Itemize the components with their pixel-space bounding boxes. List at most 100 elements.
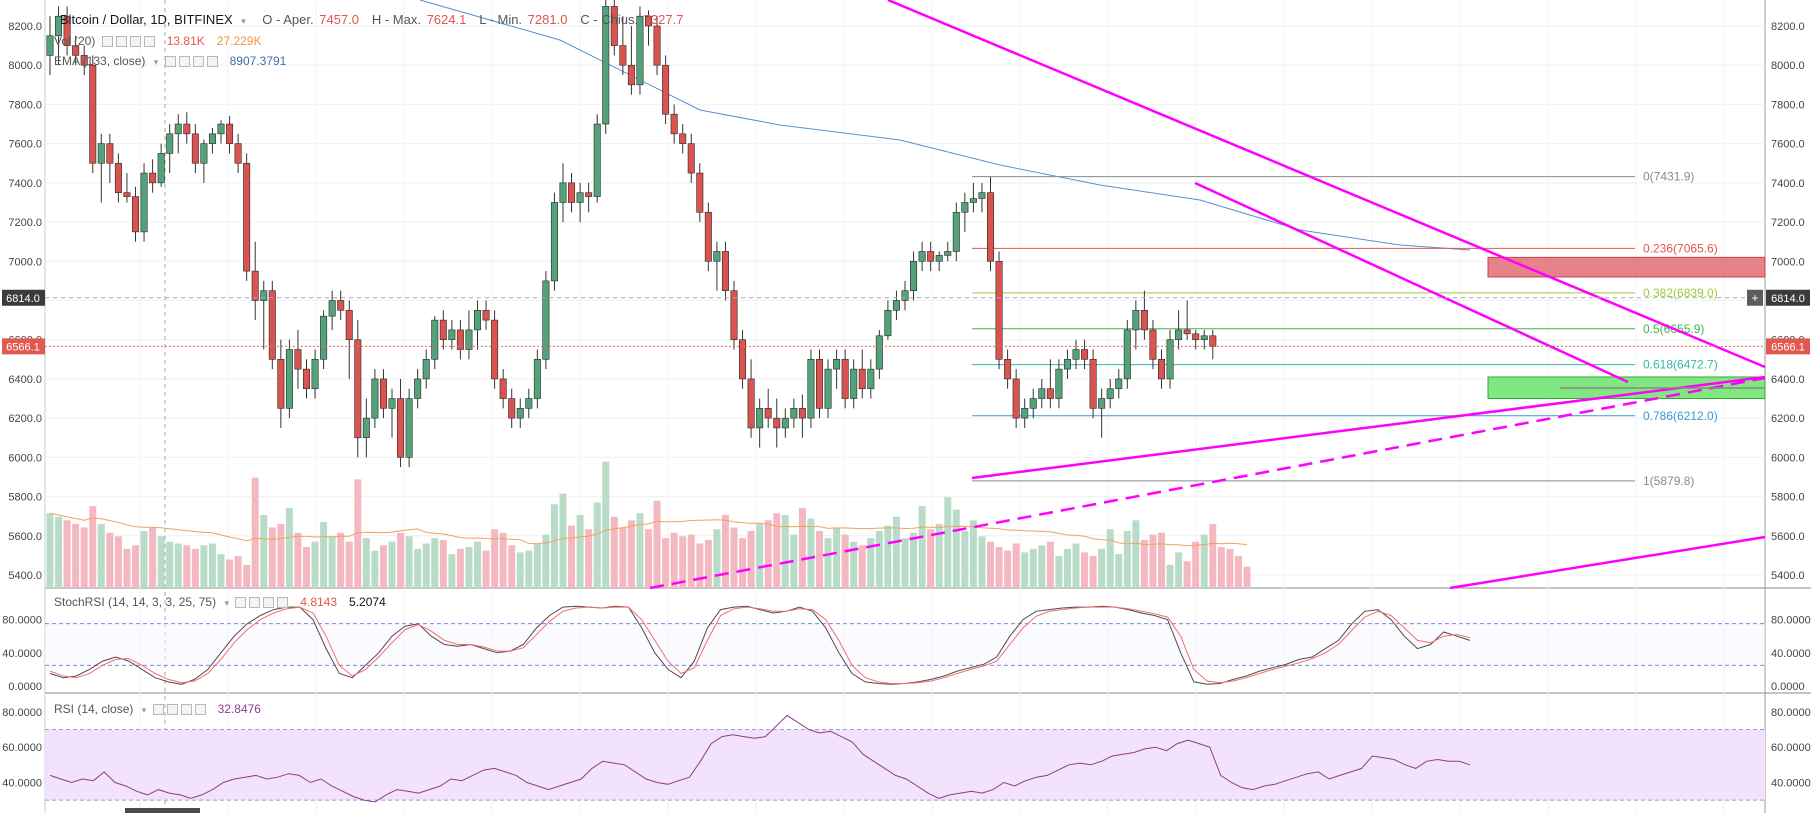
volume-bar (499, 532, 507, 588)
close-icon[interactable] (194, 704, 206, 716)
last-price-badge-text: 6566.1 (1771, 341, 1805, 353)
candle-body (362, 417, 370, 439)
candle-body (183, 123, 191, 135)
volume-bar (320, 522, 328, 588)
last-price-badge-left-text: 6566.1 (6, 341, 40, 353)
volume-bar (431, 538, 439, 588)
volume-bar (850, 541, 858, 588)
rsi-tick-right: 40.0000 (1771, 778, 1811, 790)
volume-bar (833, 527, 841, 588)
stoch-tick-right: 0.0000 (1771, 681, 1805, 693)
candle-body (491, 319, 499, 380)
volume-bar (1209, 523, 1217, 588)
volume-bar (149, 527, 157, 588)
chevron-down-icon[interactable]: ▾ (141, 705, 147, 715)
chevron-down-icon[interactable]: ▾ (153, 57, 159, 67)
volume-bar (987, 541, 994, 588)
candle-body (123, 192, 131, 197)
volume-bar (191, 548, 199, 588)
low-value: 7281.0 (527, 12, 568, 27)
candle-body (1166, 339, 1174, 380)
settings-icon[interactable] (115, 36, 127, 48)
volume-bar (1029, 548, 1037, 588)
candle-body (243, 162, 251, 272)
close-icon[interactable] (206, 56, 218, 68)
stochrsi-label[interactable]: StochRSI (14, 14, 3, 3, 25, 75) (54, 595, 217, 609)
candle-body (636, 15, 644, 86)
candle-body (234, 143, 242, 164)
candle-body (55, 15, 63, 37)
candle-body (602, 6, 610, 125)
volume-bar (1132, 520, 1140, 588)
eye-icon[interactable] (235, 597, 247, 609)
chevron-down-icon[interactable]: ▾ (224, 598, 229, 608)
add-icon[interactable] (180, 704, 192, 716)
high-value: 7624.1 (426, 12, 467, 27)
candle-body (756, 408, 764, 429)
volume-bar (645, 529, 652, 588)
volume-bar (747, 531, 755, 588)
candle-body (217, 123, 225, 135)
settings-icon[interactable] (249, 597, 261, 609)
add-icon[interactable] (192, 56, 204, 68)
candle-body (858, 368, 866, 390)
add-icon[interactable] (263, 597, 275, 609)
volume-bar (1243, 566, 1251, 588)
support-trend-line (971, 375, 1766, 480)
candle-body (747, 378, 755, 429)
chevron-down-icon[interactable]: ▾ (241, 16, 246, 26)
close-icon[interactable] (143, 36, 155, 48)
candle-body (644, 15, 652, 27)
volume-bar (687, 534, 695, 588)
volume-bar (1123, 531, 1131, 588)
candle-body (670, 113, 678, 135)
rsi-label[interactable]: RSI (14, close) (54, 702, 134, 716)
volume-bar (807, 518, 815, 588)
volume-bar (72, 523, 80, 588)
volume-bar (1200, 534, 1208, 588)
candle-body (89, 64, 97, 164)
volume-label[interactable]: Vol (20) (54, 34, 96, 48)
candle-body (448, 329, 456, 341)
candle-body (713, 251, 721, 262)
symbol-title[interactable]: Bitcoin / Dollar, 1D, BITFINEX (60, 12, 233, 27)
candle-body (226, 123, 234, 144)
price-tick-right: 7200.0 (1771, 217, 1805, 229)
add-icon[interactable] (129, 36, 141, 48)
candle-body (1140, 310, 1148, 331)
stoch-d-line (49, 606, 1471, 684)
ema-legend: EMA (133, close) ▾ 8907.3791 (54, 54, 288, 68)
volume-bar (918, 506, 926, 588)
candle-body (721, 251, 729, 291)
price-tick-left: 7800.0 (8, 99, 42, 111)
volume-bar (379, 545, 387, 588)
volume-bar (166, 541, 174, 588)
volume-bar (243, 564, 251, 588)
volume-bar (798, 507, 806, 588)
candle-body (200, 143, 208, 164)
volume-bar (739, 538, 747, 588)
settings-icon[interactable] (178, 56, 190, 68)
candle-body (465, 329, 473, 350)
volume-bar (516, 552, 524, 588)
eye-icon[interactable] (164, 56, 176, 68)
eye-icon[interactable] (101, 36, 113, 48)
eye-icon[interactable] (152, 704, 164, 716)
candle-body (166, 133, 174, 154)
settings-icon[interactable] (166, 704, 178, 716)
candle-body (1158, 359, 1166, 380)
volume-bar (200, 545, 208, 588)
candle-body (499, 378, 507, 399)
volume-bar (721, 514, 729, 588)
candle-body (1089, 359, 1097, 409)
close-icon[interactable] (277, 597, 289, 609)
candle-body (1012, 378, 1020, 419)
crosshair-price-badge-left (2, 289, 45, 306)
price-tick-left: 8200.0 (8, 21, 42, 33)
ema-label[interactable]: EMA (133, close) (54, 54, 146, 68)
candle-body (764, 408, 772, 419)
volume-bar (593, 502, 601, 588)
candle-body (781, 417, 789, 429)
